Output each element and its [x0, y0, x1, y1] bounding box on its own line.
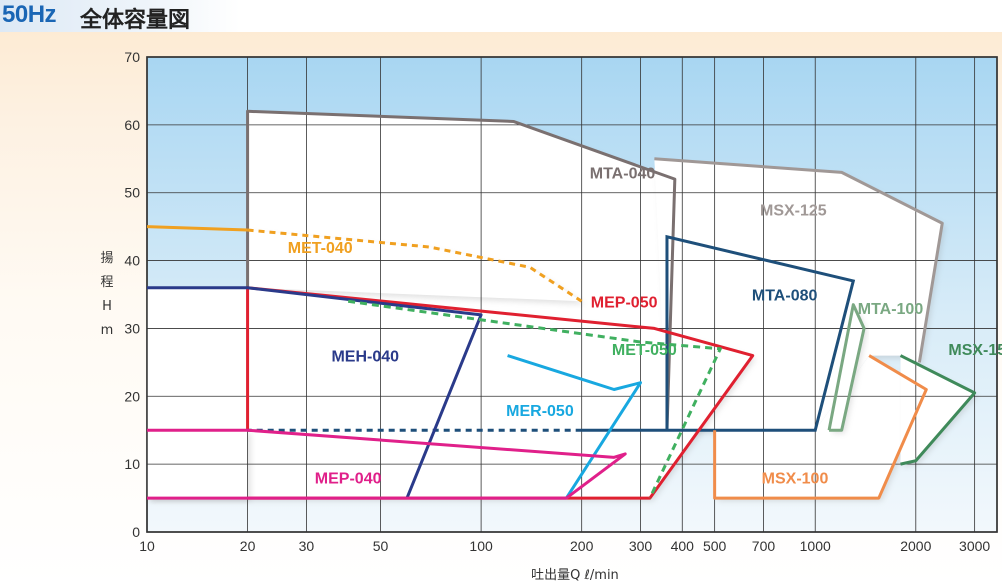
series-line-met-040-dashed	[247, 228, 583, 303]
series-line-msx-125	[654, 157, 944, 363]
header: 50Hz 全体容量図	[0, 0, 1002, 33]
series-label-met-040: MET-040	[288, 240, 353, 257]
series-label-mta-080: MTA-080	[752, 288, 818, 305]
series-label-met-050: MET-050	[612, 342, 677, 359]
series-line-mep-040	[147, 428, 627, 500]
series-line-mta-080	[581, 234, 856, 432]
series-label-mep-040: MEP-040	[315, 471, 382, 488]
x-tick-label: 50	[373, 538, 389, 554]
met-040-region	[147, 226, 582, 302]
y-axis-title-char: 揚	[100, 250, 113, 266]
title-band	[0, 0, 240, 32]
mta-100-region	[829, 304, 865, 431]
series-line-met-040	[146, 225, 248, 232]
x-tick-label: 400	[671, 538, 695, 554]
x-axis-title: 吐出量Q ℓ/min	[531, 568, 619, 583]
x-tick-label: 2000	[900, 538, 931, 554]
plot-frame	[146, 56, 998, 533]
y-tick-label: 30	[124, 320, 140, 336]
y-tick-label: 50	[124, 185, 140, 201]
series-label-msx-150: MSX-150	[948, 342, 1002, 359]
y-tick-label: 0	[132, 524, 140, 540]
y-tick-label: 40	[124, 253, 140, 269]
series-fills	[147, 111, 978, 502]
msx-100-region	[714, 355, 927, 499]
series-line-mep-050	[246, 286, 755, 500]
series-label-mta-100: MTA-100	[858, 301, 924, 318]
axis-ticks: 10 20 30 50 100 200 300 400 500 700 1000 2000 300001…	[124, 49, 990, 554]
msx-150-region	[900, 355, 975, 465]
y-axis-title-char: 程	[100, 275, 113, 290]
x-tick-label: 100	[469, 538, 493, 554]
x-tick-label: 200	[570, 538, 594, 554]
series-line-met-050	[347, 299, 722, 499]
y-axis-title-char: m	[101, 323, 114, 338]
page-title: 全体容量図	[80, 8, 191, 33]
series-label-msx-125: MSX-125	[760, 203, 827, 220]
series-lines	[146, 109, 977, 500]
y-tick-label: 70	[124, 49, 140, 65]
y-tick-label: 10	[124, 456, 140, 472]
series-label-mep-050: MEP-050	[591, 294, 658, 311]
x-tick-label: 3000	[959, 538, 990, 554]
x-tick-label: 30	[299, 538, 315, 554]
y-tick-label: 60	[124, 117, 140, 133]
x-tick-label: 1000	[800, 538, 831, 554]
x-tick-label: 20	[240, 538, 256, 554]
series-line-msx-150	[899, 354, 977, 466]
title-frequency: 50Hz	[2, 1, 57, 28]
x-tick-label: 300	[629, 538, 653, 554]
y-axis-title-char: H	[102, 299, 112, 314]
series-label-mer-050: MER-050	[506, 403, 574, 420]
series-label-mta-040: MTA-040	[590, 165, 656, 182]
series-line-mer-050	[507, 354, 643, 499]
series-line-msx-100	[713, 354, 928, 500]
x-tick-label: 500	[703, 538, 727, 554]
x-tick-label: 10	[139, 538, 155, 554]
series-line-meh-040	[147, 286, 483, 499]
x-tick-label: 700	[752, 538, 776, 554]
series-label-msx-100: MSX-100	[762, 471, 829, 488]
series-line-mta-100	[827, 303, 866, 432]
series-labels: MTA-040 MSX-125 MTA-080 MTA-100 MSX-150 MSX-1…	[288, 165, 1002, 487]
series-line-mta-040	[246, 109, 677, 431]
series-label-meh-040: MEH-040	[331, 349, 399, 366]
y-tick-label: 20	[124, 388, 140, 404]
